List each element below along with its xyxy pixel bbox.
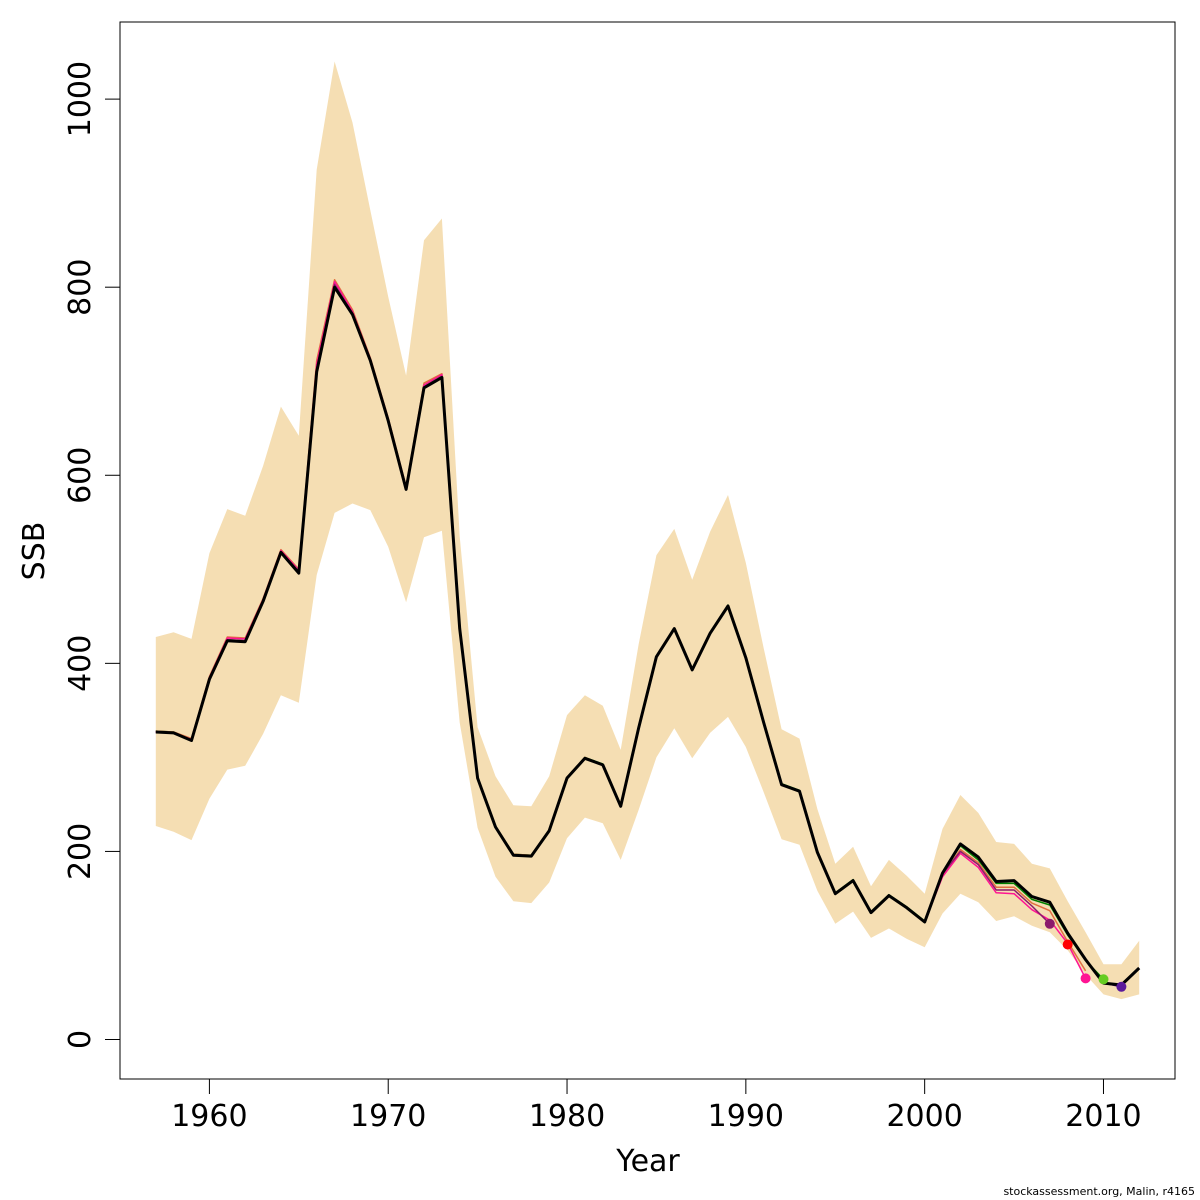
- y-tick-label-0: 0: [63, 1030, 98, 1049]
- x-tick-label-1970: 1970: [350, 1099, 426, 1134]
- y-tick-label-800: 800: [63, 259, 98, 316]
- end-point-2009: [1080, 973, 1091, 984]
- ssb-confidence-band: [155, 61, 1140, 1000]
- y-axis: 0 200 400 600 800 1000: [63, 61, 121, 1049]
- series-line-1: [155, 285, 1141, 987]
- end-point-2011: [1116, 981, 1127, 992]
- x-tick-label-2010: 2010: [1065, 1099, 1141, 1134]
- footer-note: stockassessment.org, Malin, r4165: [1003, 1185, 1195, 1198]
- x-tick-label-1980: 1980: [529, 1099, 605, 1134]
- x-axis: 1960 1970 1980 1990 2000 2010: [171, 1078, 1142, 1134]
- y-axis-title: SSB: [17, 522, 52, 581]
- x-tick-label-1960: 1960: [171, 1099, 247, 1134]
- y-tick-label-600: 600: [63, 447, 98, 504]
- end-point-2008: [1062, 939, 1073, 950]
- end-point-2007: [1044, 918, 1055, 929]
- x-tick-label-2000: 2000: [886, 1099, 962, 1134]
- confidence-band: [155, 61, 1140, 1000]
- y-tick-label-1000: 1000: [63, 61, 98, 137]
- y-tick-label-200: 200: [63, 823, 98, 880]
- x-tick-label-1990: 1990: [708, 1099, 784, 1134]
- series-lines: [155, 278, 1141, 988]
- end-point-2010: [1098, 974, 1109, 985]
- x-axis-title: Year: [615, 1144, 680, 1179]
- y-tick-label-400: 400: [63, 635, 98, 692]
- series-end-points: [1044, 918, 1127, 992]
